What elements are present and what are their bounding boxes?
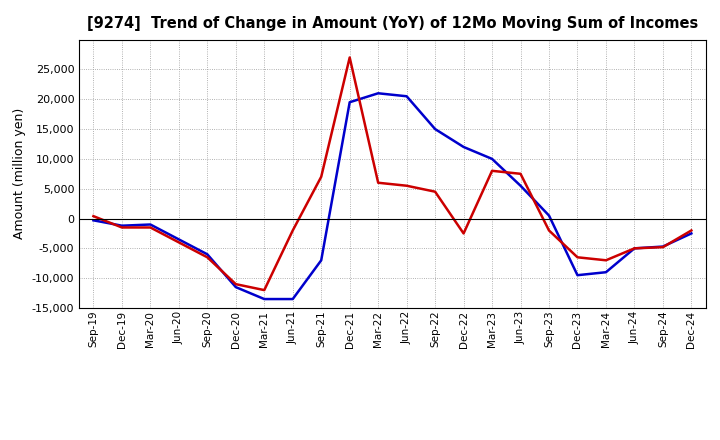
Net Income — [317, 174, 325, 180]
Ordinary Income — [516, 183, 525, 188]
Ordinary Income — [260, 297, 269, 302]
Ordinary Income — [146, 222, 155, 227]
Net Income — [516, 171, 525, 176]
Net Income — [260, 287, 269, 293]
Net Income — [289, 228, 297, 233]
Ordinary Income — [374, 91, 382, 96]
Net Income — [687, 228, 696, 233]
Title: [9274]  Trend of Change in Amount (YoY) of 12Mo Moving Sum of Incomes: [9274] Trend of Change in Amount (YoY) o… — [87, 16, 698, 32]
Ordinary Income — [317, 258, 325, 263]
Ordinary Income — [431, 126, 439, 132]
Ordinary Income — [630, 246, 639, 251]
Net Income — [545, 228, 554, 233]
Net Income — [659, 245, 667, 250]
Ordinary Income — [602, 270, 611, 275]
Net Income — [402, 183, 411, 188]
Net Income — [232, 282, 240, 287]
Net Income — [374, 180, 382, 185]
Net Income — [117, 225, 126, 230]
Net Income — [431, 189, 439, 194]
Ordinary Income — [402, 94, 411, 99]
Ordinary Income — [203, 252, 212, 257]
Ordinary Income — [659, 244, 667, 249]
Ordinary Income — [117, 223, 126, 228]
Line: Ordinary Income: Ordinary Income — [94, 93, 691, 299]
Ordinary Income — [89, 218, 98, 223]
Ordinary Income — [232, 285, 240, 290]
Ordinary Income — [573, 272, 582, 278]
Net Income — [203, 255, 212, 260]
Line: Net Income: Net Income — [94, 58, 691, 290]
Net Income — [573, 255, 582, 260]
Net Income — [174, 240, 183, 245]
Net Income — [602, 258, 611, 263]
Net Income — [487, 168, 496, 173]
Ordinary Income — [487, 156, 496, 161]
Net Income — [89, 213, 98, 219]
Ordinary Income — [545, 213, 554, 218]
Ordinary Income — [346, 99, 354, 105]
Ordinary Income — [687, 231, 696, 236]
Ordinary Income — [174, 237, 183, 242]
Y-axis label: Amount (million yen): Amount (million yen) — [13, 108, 27, 239]
Ordinary Income — [289, 297, 297, 302]
Ordinary Income — [459, 144, 468, 150]
Net Income — [630, 246, 639, 251]
Net Income — [459, 231, 468, 236]
Net Income — [146, 225, 155, 230]
Net Income — [346, 55, 354, 60]
